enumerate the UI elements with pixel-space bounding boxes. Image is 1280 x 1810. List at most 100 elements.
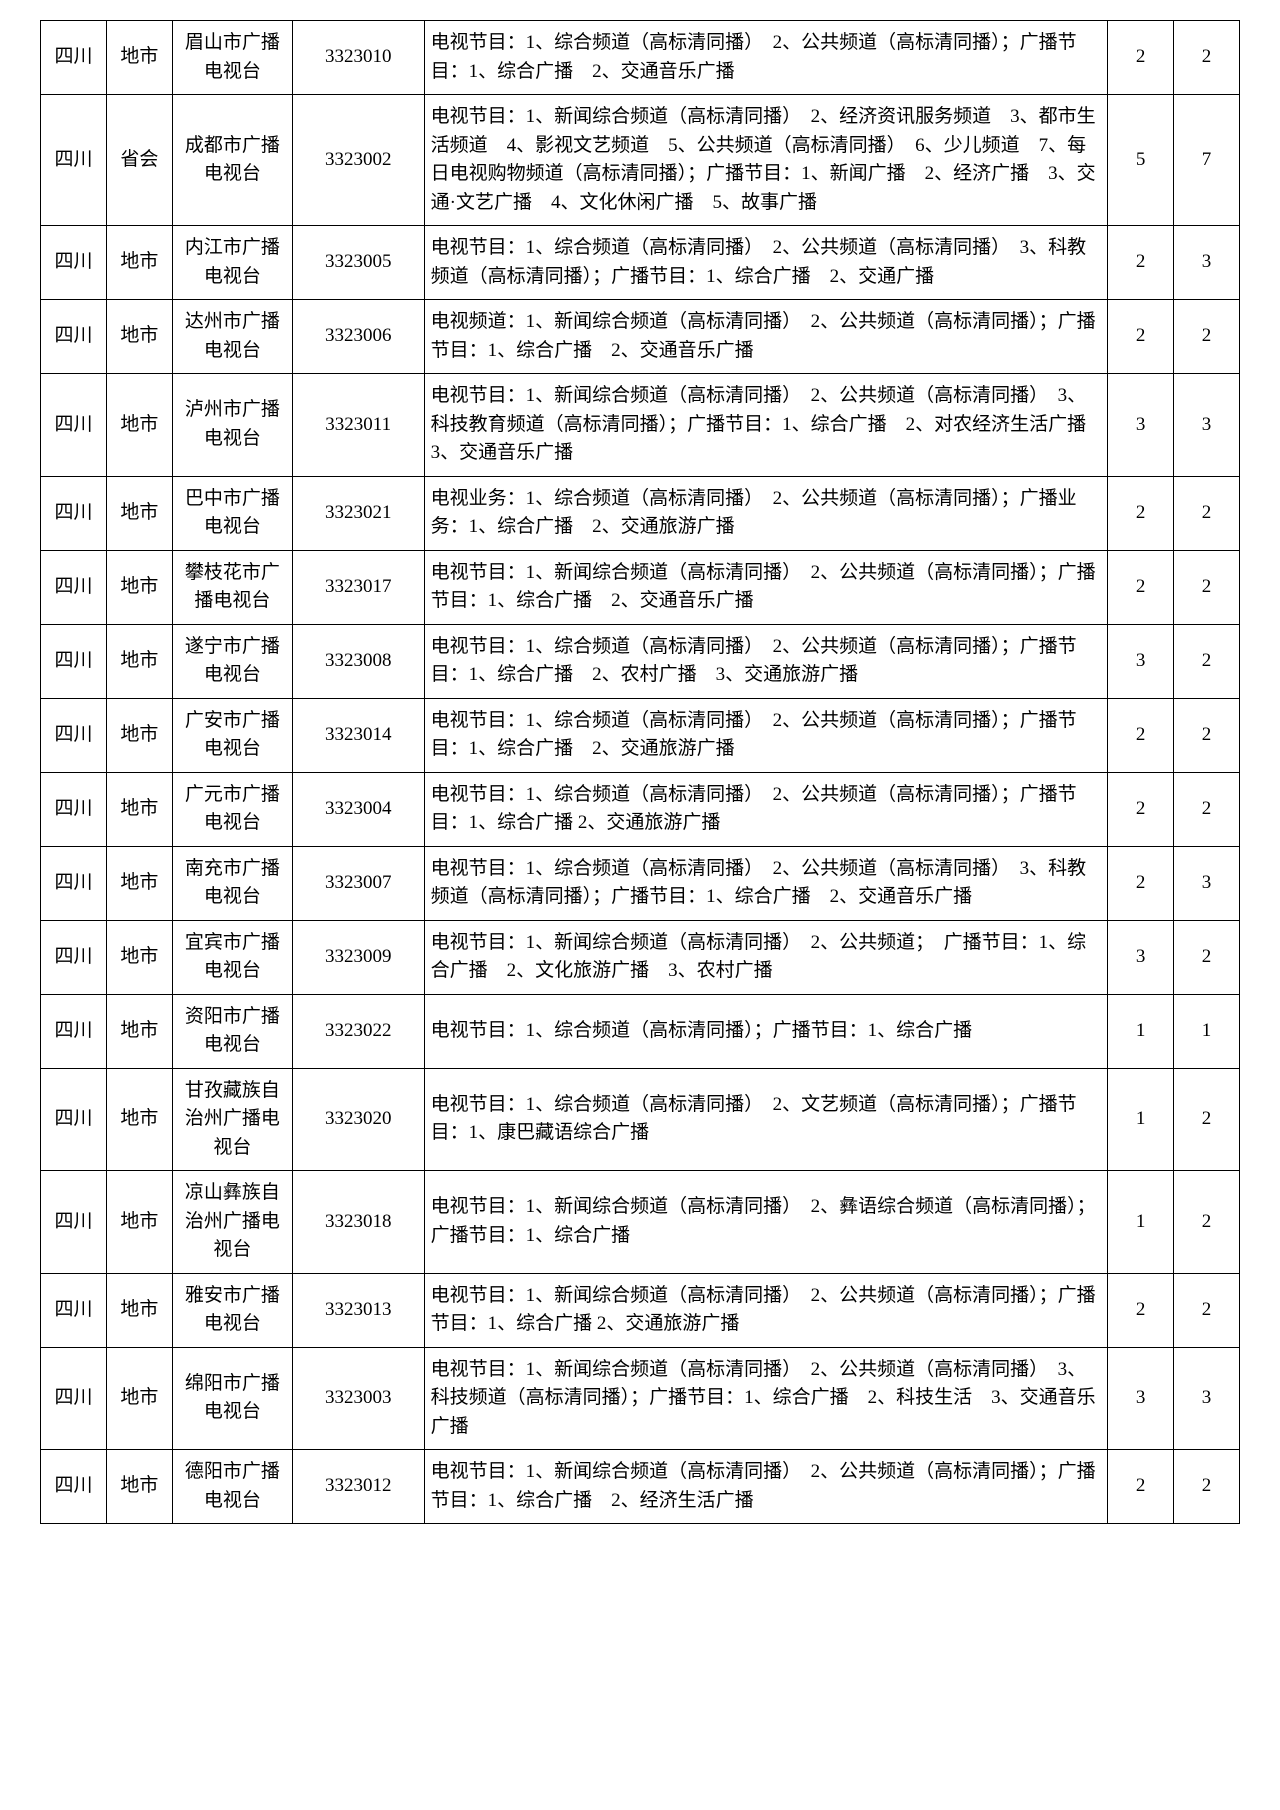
desc-cell: 电视节目：1、综合频道（高标清同播） 2、公共频道（高标清同播）；广播节目：1、… xyxy=(424,21,1107,95)
station-cell: 遂宁市广播电视台 xyxy=(172,624,292,698)
desc-cell: 电视节目：1、综合频道（高标清同播） 2、公共频道（高标清同播）；广播节目：1、… xyxy=(424,624,1107,698)
num1-cell: 2 xyxy=(1108,226,1174,300)
code-cell: 3323013 xyxy=(292,1273,424,1347)
desc-cell: 电视节目：1、综合频道（高标清同播） 2、公共频道（高标清同播） 3、科教频道（… xyxy=(424,226,1107,300)
table-row: 四川地市巴中市广播电视台3323021电视业务：1、综合频道（高标清同播） 2、… xyxy=(41,476,1240,550)
code-cell: 3323007 xyxy=(292,846,424,920)
level-cell: 地市 xyxy=(106,1273,172,1347)
province-cell: 四川 xyxy=(41,1450,107,1524)
num1-cell: 5 xyxy=(1108,95,1174,226)
province-cell: 四川 xyxy=(41,374,107,477)
desc-cell: 电视节目：1、新闻综合频道（高标清同播） 2、经济资讯服务频道 3、都市生活频道… xyxy=(424,95,1107,226)
province-cell: 四川 xyxy=(41,920,107,994)
level-cell: 地市 xyxy=(106,920,172,994)
num2-cell: 2 xyxy=(1174,1171,1240,1274)
province-cell: 四川 xyxy=(41,698,107,772)
num1-cell: 2 xyxy=(1108,698,1174,772)
level-cell: 地市 xyxy=(106,374,172,477)
province-cell: 四川 xyxy=(41,624,107,698)
num1-cell: 2 xyxy=(1108,1450,1174,1524)
num2-cell: 3 xyxy=(1174,226,1240,300)
station-cell: 德阳市广播电视台 xyxy=(172,1450,292,1524)
num2-cell: 3 xyxy=(1174,1347,1240,1450)
num2-cell: 2 xyxy=(1174,21,1240,95)
num2-cell: 1 xyxy=(1174,994,1240,1068)
desc-cell: 电视节目：1、综合频道（高标清同播）；广播节目：1、综合广播 xyxy=(424,994,1107,1068)
desc-cell: 电视节目：1、综合频道（高标清同播） 2、公共频道（高标清同播）；广播节目：1、… xyxy=(424,772,1107,846)
num2-cell: 2 xyxy=(1174,1273,1240,1347)
station-cell: 内江市广播电视台 xyxy=(172,226,292,300)
province-cell: 四川 xyxy=(41,550,107,624)
table-row: 四川地市眉山市广播电视台3323010电视节目：1、综合频道（高标清同播） 2、… xyxy=(41,21,1240,95)
stations-table: 四川地市眉山市广播电视台3323010电视节目：1、综合频道（高标清同播） 2、… xyxy=(40,20,1240,1524)
num2-cell: 2 xyxy=(1174,550,1240,624)
table-body: 四川地市眉山市广播电视台3323010电视节目：1、综合频道（高标清同播） 2、… xyxy=(41,21,1240,1524)
code-cell: 3323021 xyxy=(292,476,424,550)
code-cell: 3323012 xyxy=(292,1450,424,1524)
num1-cell: 1 xyxy=(1108,1171,1174,1274)
code-cell: 3323022 xyxy=(292,994,424,1068)
desc-cell: 电视节目：1、综合频道（高标清同播） 2、公共频道（高标清同播） 3、科教频道（… xyxy=(424,846,1107,920)
station-cell: 资阳市广播电视台 xyxy=(172,994,292,1068)
table-row: 四川地市甘孜藏族自治州广播电视台3323020电视节目：1、综合频道（高标清同播… xyxy=(41,1068,1240,1171)
num2-cell: 3 xyxy=(1174,374,1240,477)
province-cell: 四川 xyxy=(41,846,107,920)
province-cell: 四川 xyxy=(41,476,107,550)
num1-cell: 3 xyxy=(1108,1347,1174,1450)
table-row: 四川地市达州市广播电视台3323006电视频道：1、新闻综合频道（高标清同播） … xyxy=(41,300,1240,374)
level-cell: 地市 xyxy=(106,624,172,698)
table-row: 四川地市内江市广播电视台3323005电视节目：1、综合频道（高标清同播） 2、… xyxy=(41,226,1240,300)
station-cell: 南充市广播电视台 xyxy=(172,846,292,920)
num2-cell: 2 xyxy=(1174,300,1240,374)
num1-cell: 3 xyxy=(1108,920,1174,994)
table-row: 四川地市攀枝花市广播电视台3323017电视节目：1、新闻综合频道（高标清同播）… xyxy=(41,550,1240,624)
level-cell: 地市 xyxy=(106,772,172,846)
table-row: 四川地市南充市广播电视台3323007电视节目：1、综合频道（高标清同播） 2、… xyxy=(41,846,1240,920)
table-row: 四川地市广元市广播电视台3323004电视节目：1、综合频道（高标清同播） 2、… xyxy=(41,772,1240,846)
province-cell: 四川 xyxy=(41,994,107,1068)
code-cell: 3323003 xyxy=(292,1347,424,1450)
province-cell: 四川 xyxy=(41,95,107,226)
code-cell: 3323017 xyxy=(292,550,424,624)
code-cell: 3323006 xyxy=(292,300,424,374)
desc-cell: 电视业务：1、综合频道（高标清同播） 2、公共频道（高标清同播）；广播业务：1、… xyxy=(424,476,1107,550)
station-cell: 广安市广播电视台 xyxy=(172,698,292,772)
num2-cell: 2 xyxy=(1174,1068,1240,1171)
province-cell: 四川 xyxy=(41,772,107,846)
num2-cell: 2 xyxy=(1174,698,1240,772)
table-row: 四川地市宜宾市广播电视台3323009电视节目：1、新闻综合频道（高标清同播） … xyxy=(41,920,1240,994)
province-cell: 四川 xyxy=(41,226,107,300)
desc-cell: 电视节目：1、综合频道（高标清同播） 2、公共频道（高标清同播）；广播节目：1、… xyxy=(424,698,1107,772)
table-row: 四川省会成都市广播电视台3323002电视节目：1、新闻综合频道（高标清同播） … xyxy=(41,95,1240,226)
desc-cell: 电视节目：1、新闻综合频道（高标清同播） 2、公共频道（高标清同播）；广播节目：… xyxy=(424,550,1107,624)
num1-cell: 2 xyxy=(1108,846,1174,920)
table-row: 四川地市泸州市广播电视台3323011电视节目：1、新闻综合频道（高标清同播） … xyxy=(41,374,1240,477)
level-cell: 地市 xyxy=(106,698,172,772)
code-cell: 3323011 xyxy=(292,374,424,477)
station-cell: 凉山彝族自治州广播电视台 xyxy=(172,1171,292,1274)
level-cell: 地市 xyxy=(106,476,172,550)
province-cell: 四川 xyxy=(41,1068,107,1171)
level-cell: 地市 xyxy=(106,1171,172,1274)
table-row: 四川地市雅安市广播电视台3323013电视节目：1、新闻综合频道（高标清同播） … xyxy=(41,1273,1240,1347)
num1-cell: 2 xyxy=(1108,300,1174,374)
table-row: 四川地市绵阳市广播电视台3323003电视节目：1、新闻综合频道（高标清同播） … xyxy=(41,1347,1240,1450)
code-cell: 3323002 xyxy=(292,95,424,226)
province-cell: 四川 xyxy=(41,300,107,374)
num2-cell: 2 xyxy=(1174,920,1240,994)
num2-cell: 2 xyxy=(1174,1450,1240,1524)
level-cell: 地市 xyxy=(106,300,172,374)
table-row: 四川地市凉山彝族自治州广播电视台3323018电视节目：1、新闻综合频道（高标清… xyxy=(41,1171,1240,1274)
desc-cell: 电视节目：1、新闻综合频道（高标清同播） 2、公共频道（高标清同播）；广播节目：… xyxy=(424,1450,1107,1524)
num1-cell: 2 xyxy=(1108,476,1174,550)
code-cell: 3323009 xyxy=(292,920,424,994)
desc-cell: 电视节目：1、新闻综合频道（高标清同播） 2、公共频道（高标清同播） 3、科技教… xyxy=(424,374,1107,477)
code-cell: 3323020 xyxy=(292,1068,424,1171)
desc-cell: 电视节目：1、新闻综合频道（高标清同播） 2、公共频道（高标清同播）；广播节目：… xyxy=(424,1273,1107,1347)
station-cell: 眉山市广播电视台 xyxy=(172,21,292,95)
station-cell: 泸州市广播电视台 xyxy=(172,374,292,477)
station-cell: 甘孜藏族自治州广播电视台 xyxy=(172,1068,292,1171)
province-cell: 四川 xyxy=(41,1171,107,1274)
desc-cell: 电视节目：1、新闻综合频道（高标清同播） 2、公共频道（高标清同播） 3、科技频… xyxy=(424,1347,1107,1450)
code-cell: 3323005 xyxy=(292,226,424,300)
